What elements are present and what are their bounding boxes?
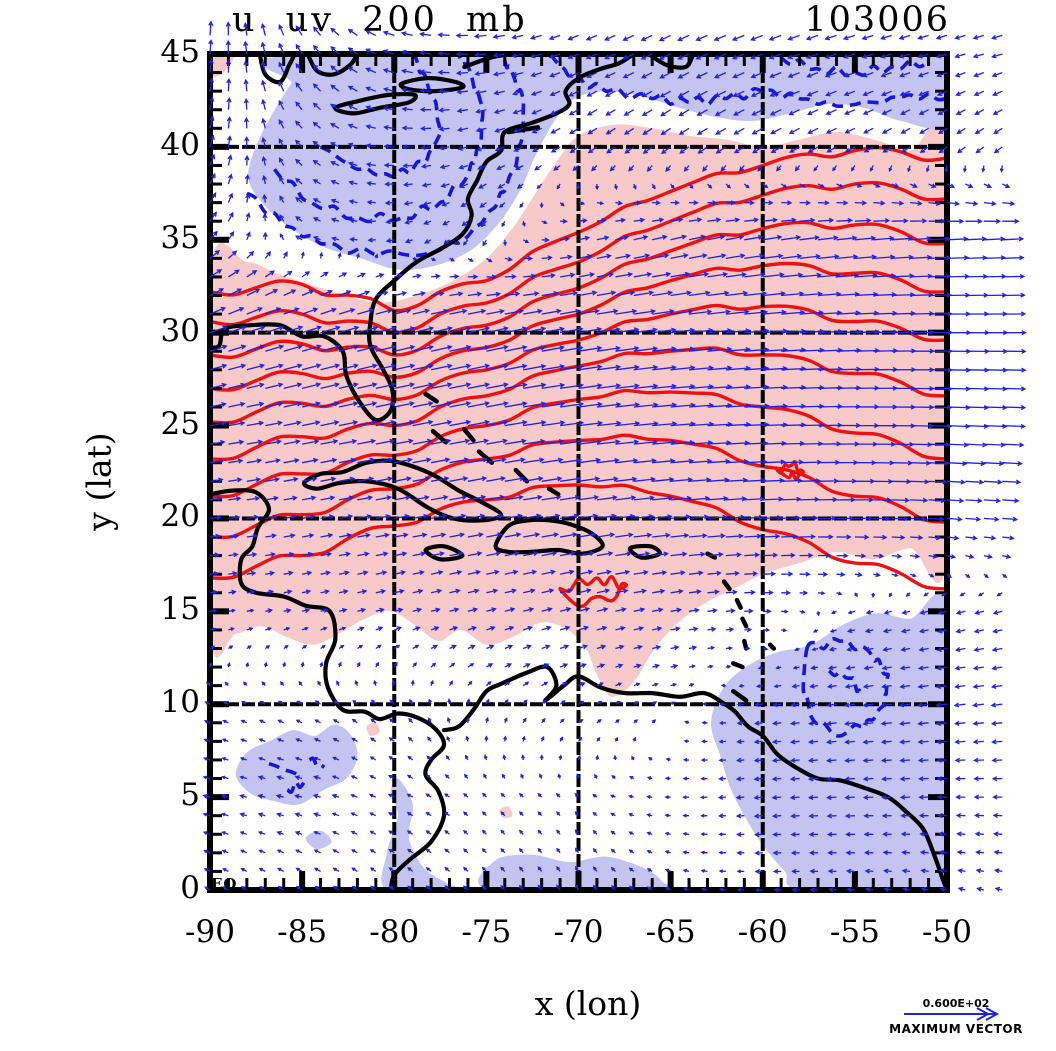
x-tick-label: -70 xyxy=(553,914,604,950)
plot-title: u uv 200 mb xyxy=(232,0,528,40)
x-tick-label: -65 xyxy=(645,914,696,950)
x-tick-label: -85 xyxy=(277,914,328,950)
y-tick-label: 25 xyxy=(160,405,200,442)
run-id: 103006 xyxy=(804,0,950,40)
x-tick-label: -50 xyxy=(922,914,972,950)
x-tick-label: -60 xyxy=(737,914,788,950)
y-tick-label: 20 xyxy=(160,498,200,535)
x-tick-label: -90 xyxy=(185,914,235,950)
y-tick-label: 10 xyxy=(160,684,200,721)
y-tick-label: 15 xyxy=(160,591,200,628)
y-tick-label: 40 xyxy=(160,126,200,163)
max-vector-value: 0.600E+02 xyxy=(922,997,990,1010)
y-tick-label: 0 xyxy=(180,870,200,906)
x-tick-label: -75 xyxy=(461,914,512,950)
equator-label: EQ xyxy=(211,875,238,893)
max-vector-label: MAXIMUM VECTOR xyxy=(889,1022,1023,1036)
x-axis-title: x (lon) xyxy=(534,984,642,1023)
y-tick-label: 45 xyxy=(160,34,200,70)
wind-vector-field xyxy=(202,20,1027,893)
y-tick-label: 30 xyxy=(160,312,200,349)
x-tick-label: -80 xyxy=(369,914,420,950)
map-layers xyxy=(210,54,947,890)
y-tick-label: 35 xyxy=(160,219,200,256)
y-tick-label: 5 xyxy=(180,777,200,814)
y-axis-title: y (lat) xyxy=(79,432,119,531)
x-tick-label: -55 xyxy=(829,914,880,950)
max-vector-arrow-icon xyxy=(904,1007,1000,1021)
